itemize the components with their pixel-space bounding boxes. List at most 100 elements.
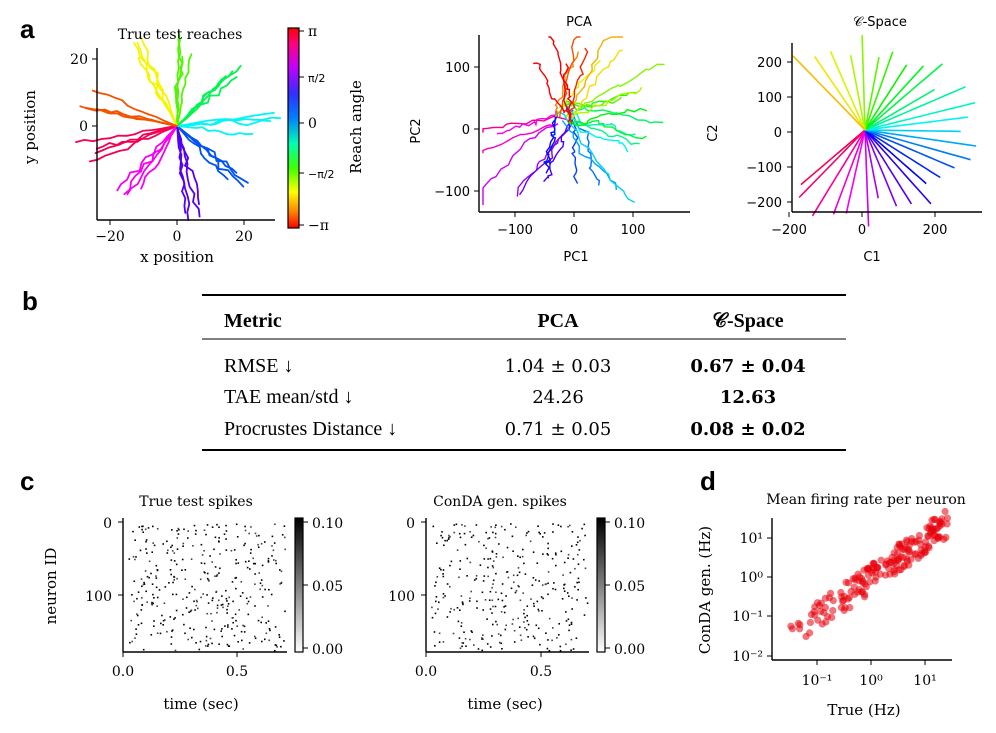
spike — [518, 571, 521, 574]
spike — [526, 614, 528, 617]
spike — [206, 572, 209, 575]
spike — [546, 553, 549, 555]
spike — [442, 573, 444, 575]
spike — [540, 596, 543, 598]
spike — [438, 567, 441, 569]
spike — [140, 578, 143, 580]
spike — [156, 632, 159, 634]
spike — [470, 536, 473, 538]
spike — [458, 532, 461, 535]
spike — [281, 534, 284, 536]
scatter-point — [839, 597, 847, 605]
spike — [213, 628, 216, 631]
spike — [253, 562, 255, 565]
spike — [512, 618, 514, 621]
spike — [566, 592, 569, 594]
reach-trajectory — [139, 36, 178, 127]
spike — [574, 567, 576, 570]
spike — [537, 525, 539, 527]
spike — [491, 551, 494, 553]
table-header-cspace: 𝒞-Space — [712, 310, 783, 332]
spike — [511, 623, 514, 625]
cspace-trajectory — [798, 129, 866, 199]
raster2-xtick-1: 0.0 — [415, 664, 437, 680]
spike — [133, 580, 136, 583]
spike — [156, 596, 159, 599]
spike — [265, 632, 268, 635]
spike — [489, 590, 492, 593]
pca-trajectory — [543, 116, 557, 165]
spike — [542, 597, 544, 600]
spike — [495, 524, 497, 526]
spike — [227, 626, 229, 628]
pca-trajectory — [548, 36, 571, 121]
spike — [465, 645, 467, 647]
spike — [278, 634, 280, 636]
spike — [443, 544, 445, 547]
spike — [196, 600, 198, 603]
spike — [464, 525, 466, 527]
spike — [492, 605, 494, 608]
raster2-xlabel: time (sec) — [467, 695, 542, 713]
spike — [483, 544, 485, 547]
spike — [568, 629, 570, 632]
spike — [464, 637, 467, 640]
pca-trajectory — [496, 110, 557, 135]
spike — [142, 531, 144, 533]
spike — [144, 570, 147, 572]
spike — [191, 585, 193, 588]
cspace-trajectory — [864, 129, 870, 227]
spike — [577, 536, 579, 538]
scatter-point — [934, 533, 942, 541]
spike — [218, 526, 220, 528]
spike — [171, 529, 173, 531]
spike — [254, 562, 256, 565]
colorbar-tick-zero: 0 — [308, 116, 317, 132]
spike — [156, 605, 158, 607]
cspace-trajectories — [792, 35, 977, 227]
spike — [148, 560, 151, 563]
spike — [146, 575, 149, 578]
spike — [224, 625, 226, 627]
spike — [218, 643, 220, 645]
spike — [170, 643, 173, 645]
spike — [175, 593, 178, 596]
spike — [483, 558, 486, 560]
colorbar-label: Reach angle — [347, 80, 365, 174]
scatter-point — [787, 622, 795, 630]
spike — [577, 588, 579, 591]
spike — [174, 617, 176, 619]
spike — [228, 645, 231, 647]
spike — [235, 523, 238, 526]
spike — [178, 528, 180, 531]
spike — [491, 612, 493, 614]
cspace-trajectory — [864, 129, 955, 169]
pca-trajectory — [559, 36, 581, 118]
spike — [581, 527, 583, 530]
cspace-trajectory — [832, 129, 866, 215]
spike — [243, 625, 246, 628]
spike — [234, 577, 237, 579]
scatter-point — [928, 524, 936, 532]
spike — [158, 589, 161, 591]
cspace-trajectory — [864, 65, 925, 131]
spike — [216, 607, 219, 609]
spike — [527, 530, 530, 533]
spike — [522, 592, 524, 594]
spike — [461, 601, 464, 603]
spike — [276, 646, 278, 648]
spike — [449, 564, 451, 567]
spike — [205, 533, 207, 536]
spike — [469, 561, 472, 564]
raster1-xlabel: time (sec) — [163, 695, 238, 713]
spike — [249, 552, 252, 554]
spike — [171, 630, 173, 632]
spike — [502, 556, 504, 559]
spike — [193, 524, 196, 527]
spike — [560, 525, 562, 528]
reaches-xtick-2: 0 — [173, 229, 182, 245]
scatter-point — [861, 593, 869, 601]
spike — [571, 608, 573, 610]
spike — [176, 537, 179, 539]
spike — [578, 549, 581, 551]
